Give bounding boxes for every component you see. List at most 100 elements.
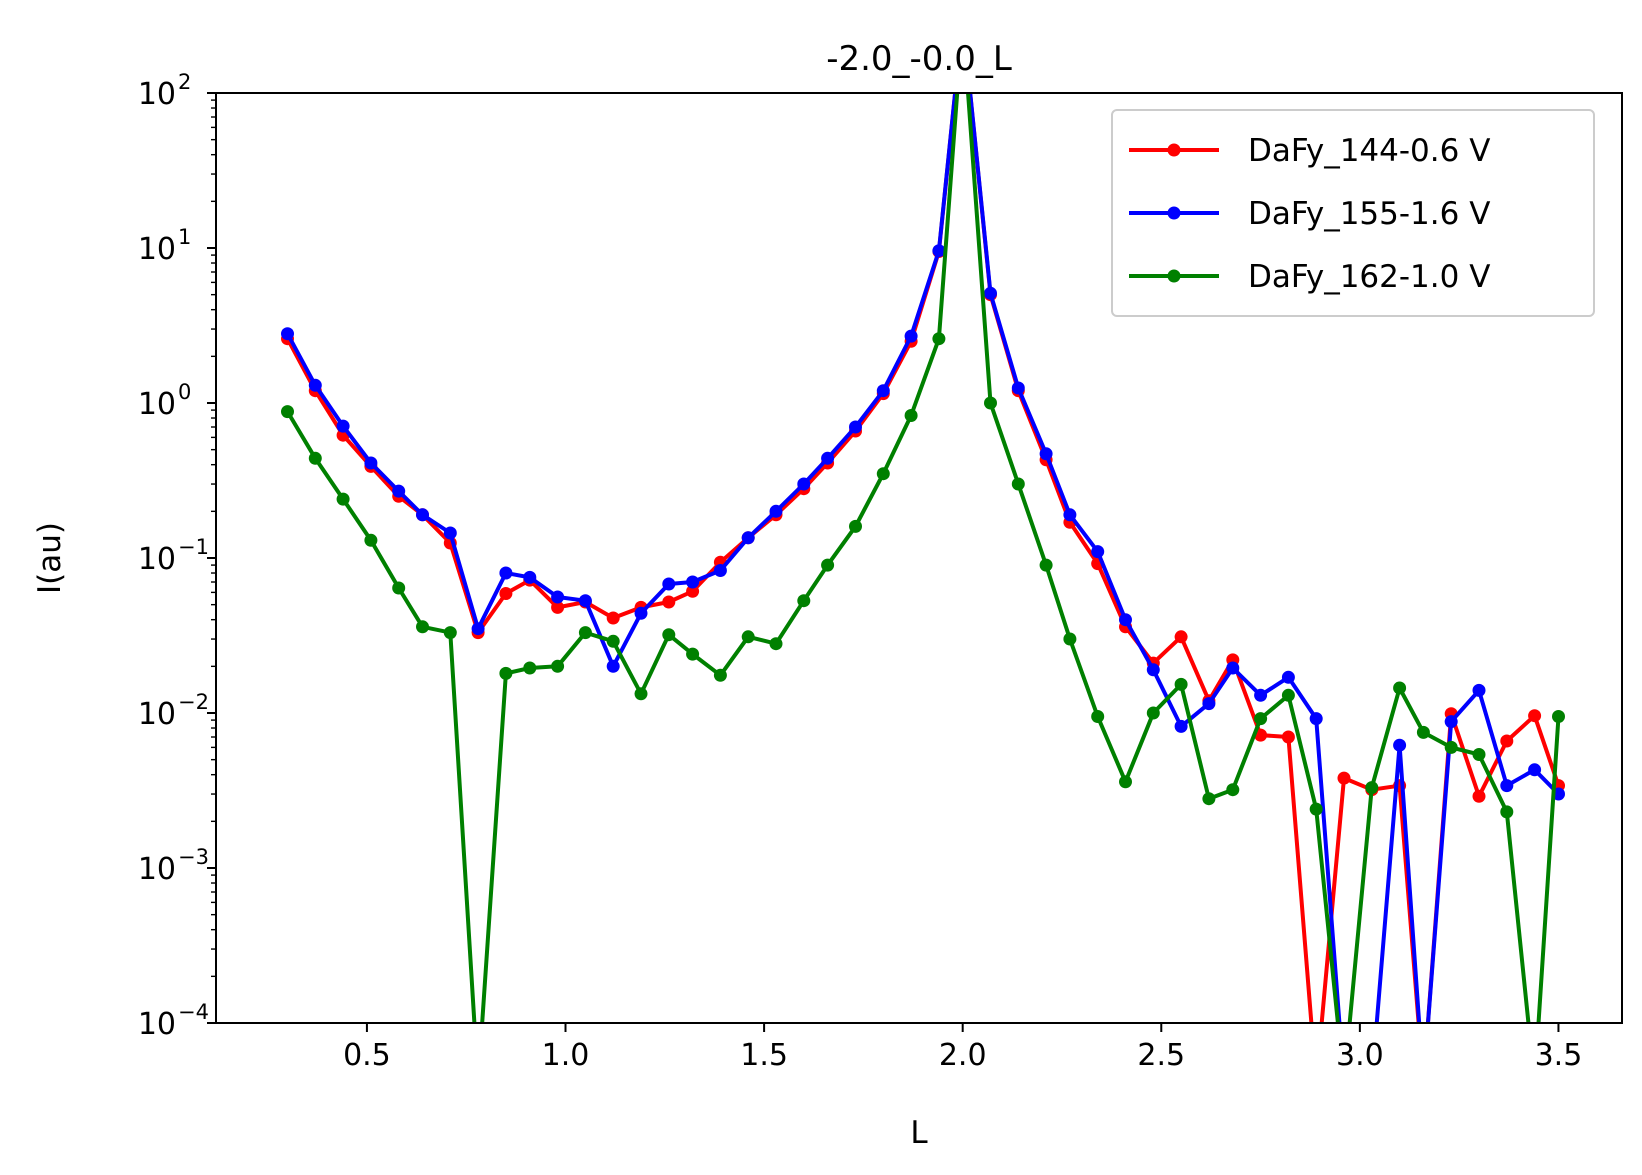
y-tick-label: 10 bbox=[138, 697, 176, 732]
data-point bbox=[523, 661, 537, 675]
data-point bbox=[1337, 771, 1351, 785]
legend-label: DaFy_162-1.0 V bbox=[1248, 259, 1490, 295]
y-axis-label: I(au) bbox=[32, 522, 68, 594]
data-point bbox=[1202, 792, 1216, 806]
data-point bbox=[1146, 706, 1160, 720]
data-point bbox=[821, 558, 835, 572]
legend-swatch-marker bbox=[1167, 269, 1181, 283]
data-point bbox=[1063, 508, 1077, 522]
data-point bbox=[1393, 738, 1407, 752]
data-point bbox=[634, 606, 648, 620]
data-point bbox=[523, 570, 537, 584]
series-layer bbox=[281, 93, 1565, 1023]
data-point bbox=[471, 622, 485, 636]
data-point bbox=[606, 611, 620, 625]
y-tick-exponent: 1 bbox=[178, 225, 191, 249]
legend-swatch-marker bbox=[1167, 206, 1181, 220]
data-point bbox=[1393, 681, 1407, 695]
data-point bbox=[578, 626, 592, 640]
data-point bbox=[1309, 802, 1323, 816]
y-tick-label: 10 bbox=[138, 852, 176, 887]
data-point bbox=[1091, 545, 1105, 559]
data-point bbox=[1552, 710, 1565, 723]
y-tick-exponent: 0 bbox=[178, 380, 191, 404]
legend-label: DaFy_155-1.6 V bbox=[1248, 196, 1490, 232]
y-tick-label: 10 bbox=[138, 232, 176, 267]
series-line bbox=[285, 93, 1560, 1023]
y-tick-label: 10 bbox=[138, 1007, 176, 1042]
data-point bbox=[499, 666, 513, 680]
data-point bbox=[1500, 779, 1514, 793]
y-tick-exponent: −2 bbox=[178, 690, 209, 714]
x-tick-label: 2.0 bbox=[939, 1038, 987, 1073]
data-point bbox=[741, 630, 755, 644]
data-point bbox=[1146, 663, 1160, 677]
data-point bbox=[662, 577, 676, 591]
data-point bbox=[849, 519, 862, 533]
data-point bbox=[932, 244, 946, 258]
data-point bbox=[1226, 783, 1240, 797]
data-point bbox=[1472, 748, 1486, 761]
data-point bbox=[1011, 477, 1025, 491]
data-point bbox=[551, 590, 565, 604]
data-point bbox=[713, 668, 727, 682]
x-tick-label: 2.5 bbox=[1137, 1038, 1185, 1073]
data-point bbox=[1063, 632, 1077, 646]
y-tick-exponent: −4 bbox=[178, 1000, 209, 1024]
x-tick-label: 1.0 bbox=[542, 1038, 590, 1073]
data-point bbox=[904, 329, 918, 343]
data-point bbox=[1174, 677, 1188, 691]
data-point bbox=[1365, 781, 1379, 795]
data-point bbox=[1281, 688, 1295, 702]
data-point bbox=[416, 620, 429, 634]
x-axis-label: L bbox=[910, 1115, 928, 1151]
data-point bbox=[984, 396, 997, 410]
data-point bbox=[1091, 710, 1105, 723]
legend-swatch-marker bbox=[1167, 143, 1181, 157]
x-axis: 0.5 1.0 1.5 2.0 2.5 3.0 3.5 bbox=[343, 1023, 1582, 1073]
data-point bbox=[686, 575, 700, 589]
data-point bbox=[443, 626, 457, 640]
data-point bbox=[797, 477, 811, 491]
data-point bbox=[1472, 683, 1486, 697]
legend-box bbox=[1111, 109, 1595, 317]
data-point bbox=[1281, 730, 1295, 744]
data-point bbox=[904, 409, 918, 422]
y-tick-label: 10 bbox=[138, 77, 176, 112]
data-point bbox=[336, 492, 350, 506]
data-point bbox=[662, 628, 676, 642]
data-point bbox=[797, 594, 811, 608]
data-point bbox=[634, 687, 648, 701]
data-point bbox=[713, 564, 727, 577]
series-2 bbox=[281, 93, 1565, 1023]
y-tick-label: 10 bbox=[138, 542, 176, 577]
data-point bbox=[1202, 697, 1216, 711]
x-tick-label: 0.5 bbox=[343, 1038, 391, 1073]
y-tick-label: 10 bbox=[138, 387, 176, 422]
data-point bbox=[849, 420, 862, 434]
data-point bbox=[1174, 719, 1188, 733]
data-point bbox=[876, 467, 890, 481]
data-point bbox=[932, 332, 946, 346]
data-point bbox=[1416, 725, 1430, 739]
data-point bbox=[1226, 661, 1240, 675]
data-point bbox=[606, 634, 620, 648]
y-tick-exponent: 2 bbox=[178, 70, 191, 94]
y-tick-exponent: −3 bbox=[178, 845, 209, 869]
data-point bbox=[551, 659, 565, 673]
data-point bbox=[1444, 740, 1458, 754]
data-point bbox=[821, 451, 835, 465]
data-point bbox=[551, 600, 565, 614]
data-point bbox=[364, 533, 378, 547]
data-point bbox=[769, 504, 783, 518]
chart-title: -2.0_-0.0_L bbox=[826, 39, 1012, 79]
data-point bbox=[308, 378, 322, 392]
data-point bbox=[1309, 712, 1323, 726]
data-point bbox=[1472, 789, 1486, 803]
data-point bbox=[1039, 558, 1053, 572]
legend-label: DaFy_144-0.6 V bbox=[1248, 133, 1490, 169]
data-point bbox=[606, 659, 620, 673]
data-point bbox=[281, 405, 294, 419]
